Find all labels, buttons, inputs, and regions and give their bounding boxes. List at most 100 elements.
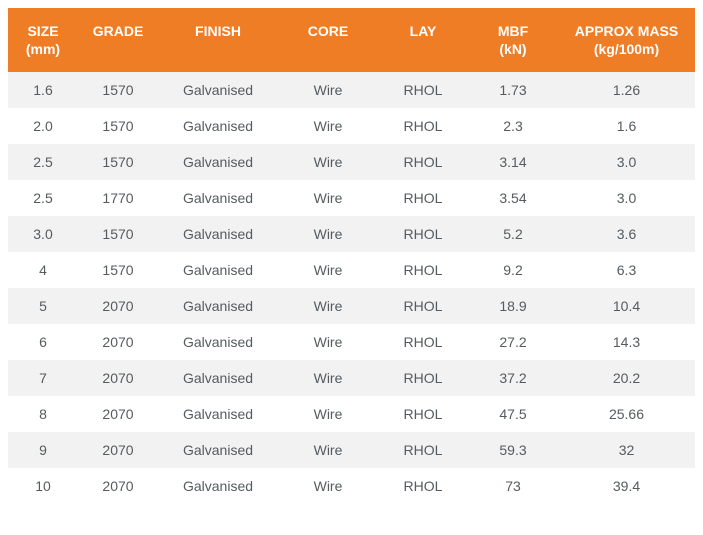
- table-cell: RHOL: [378, 144, 468, 180]
- table-cell: 6: [8, 324, 78, 360]
- table-cell: Galvanised: [158, 252, 278, 288]
- col-header-line1: FINISH: [164, 22, 272, 40]
- table-cell: 2.5: [8, 180, 78, 216]
- table-cell: 14.3: [558, 324, 695, 360]
- table-cell: 39.4: [558, 468, 695, 504]
- header-row: SIZE(mm)GRADEFINISHCORELAYMBF(kN)APPROX …: [8, 8, 695, 72]
- table-cell: 1570: [78, 144, 158, 180]
- col-header-line1: SIZE: [14, 22, 72, 40]
- table-row: 92070GalvanisedWireRHOL59.332: [8, 432, 695, 468]
- table-cell: 27.2: [468, 324, 558, 360]
- table-cell: 5.2: [468, 216, 558, 252]
- table-cell: Wire: [278, 72, 378, 108]
- table-row: 1.61570GalvanisedWireRHOL1.731.26: [8, 72, 695, 108]
- table-cell: 3.0: [558, 144, 695, 180]
- col-header-line2: (kN): [474, 40, 552, 58]
- table-cell: RHOL: [378, 324, 468, 360]
- table-cell: RHOL: [378, 180, 468, 216]
- table-cell: RHOL: [378, 396, 468, 432]
- table-row: 41570GalvanisedWireRHOL9.26.3: [8, 252, 695, 288]
- table-cell: 2.0: [8, 108, 78, 144]
- col-header-5: MBF(kN): [468, 8, 558, 72]
- table-cell: 3.0: [8, 216, 78, 252]
- table-cell: 3.14: [468, 144, 558, 180]
- table-cell: Galvanised: [158, 108, 278, 144]
- table-cell: 1570: [78, 216, 158, 252]
- table-cell: RHOL: [378, 252, 468, 288]
- table-cell: 2070: [78, 432, 158, 468]
- table-cell: Galvanised: [158, 432, 278, 468]
- table-cell: Wire: [278, 288, 378, 324]
- table-cell: 7: [8, 360, 78, 396]
- table-header: SIZE(mm)GRADEFINISHCORELAYMBF(kN)APPROX …: [8, 8, 695, 72]
- col-header-4: LAY: [378, 8, 468, 72]
- table-body: 1.61570GalvanisedWireRHOL1.731.262.01570…: [8, 72, 695, 504]
- table-row: 82070GalvanisedWireRHOL47.525.66: [8, 396, 695, 432]
- table-cell: RHOL: [378, 468, 468, 504]
- table-cell: 5: [8, 288, 78, 324]
- table-cell: 1.26: [558, 72, 695, 108]
- table-row: 2.51570GalvanisedWireRHOL3.143.0: [8, 144, 695, 180]
- table-cell: Galvanised: [158, 144, 278, 180]
- table-cell: 3.0: [558, 180, 695, 216]
- col-header-line1: APPROX MASS: [564, 22, 689, 40]
- col-header-2: FINISH: [158, 8, 278, 72]
- table-cell: 3.6: [558, 216, 695, 252]
- table-row: 62070GalvanisedWireRHOL27.214.3: [8, 324, 695, 360]
- table-cell: RHOL: [378, 216, 468, 252]
- table-cell: 1570: [78, 108, 158, 144]
- table-cell: 1.6: [8, 72, 78, 108]
- table-cell: Galvanised: [158, 396, 278, 432]
- table-cell: 2.3: [468, 108, 558, 144]
- table-cell: Galvanised: [158, 468, 278, 504]
- table-cell: Wire: [278, 252, 378, 288]
- table-cell: Wire: [278, 396, 378, 432]
- table-cell: 10: [8, 468, 78, 504]
- table-cell: RHOL: [378, 72, 468, 108]
- table-cell: Wire: [278, 468, 378, 504]
- table-cell: 32: [558, 432, 695, 468]
- table-row: 52070GalvanisedWireRHOL18.910.4: [8, 288, 695, 324]
- table-cell: Wire: [278, 216, 378, 252]
- table-cell: Galvanised: [158, 288, 278, 324]
- table-cell: RHOL: [378, 108, 468, 144]
- table-cell: Wire: [278, 180, 378, 216]
- table-cell: 20.2: [558, 360, 695, 396]
- table-row: 3.01570GalvanisedWireRHOL5.23.6: [8, 216, 695, 252]
- table-cell: 47.5: [468, 396, 558, 432]
- table-cell: 1570: [78, 252, 158, 288]
- col-header-6: APPROX MASS(kg/100m): [558, 8, 695, 72]
- table-cell: RHOL: [378, 432, 468, 468]
- table-cell: Galvanised: [158, 180, 278, 216]
- col-header-line1: MBF: [474, 22, 552, 40]
- table-cell: Galvanised: [158, 216, 278, 252]
- table-cell: 1.73: [468, 72, 558, 108]
- table-cell: 2070: [78, 288, 158, 324]
- table-row: 102070GalvanisedWireRHOL7339.4: [8, 468, 695, 504]
- table-cell: 1570: [78, 72, 158, 108]
- table-cell: 73: [468, 468, 558, 504]
- col-header-3: CORE: [278, 8, 378, 72]
- table-cell: 59.3: [468, 432, 558, 468]
- table-cell: 4: [8, 252, 78, 288]
- table-row: 2.51770GalvanisedWireRHOL3.543.0: [8, 180, 695, 216]
- col-header-line1: CORE: [284, 22, 372, 40]
- col-header-1: GRADE: [78, 8, 158, 72]
- table-cell: 1.6: [558, 108, 695, 144]
- table-cell: Wire: [278, 144, 378, 180]
- table-cell: 18.9: [468, 288, 558, 324]
- table-cell: 1770: [78, 180, 158, 216]
- table-cell: 2070: [78, 324, 158, 360]
- table-cell: Galvanised: [158, 360, 278, 396]
- table-cell: 10.4: [558, 288, 695, 324]
- table-cell: 8: [8, 396, 78, 432]
- table-cell: Wire: [278, 108, 378, 144]
- table-cell: 2070: [78, 396, 158, 432]
- wire-spec-table: SIZE(mm)GRADEFINISHCORELAYMBF(kN)APPROX …: [8, 8, 695, 504]
- table-cell: Wire: [278, 324, 378, 360]
- table-cell: Wire: [278, 432, 378, 468]
- table-cell: RHOL: [378, 360, 468, 396]
- table-cell: Galvanised: [158, 72, 278, 108]
- col-header-line1: GRADE: [84, 22, 152, 40]
- table-cell: 25.66: [558, 396, 695, 432]
